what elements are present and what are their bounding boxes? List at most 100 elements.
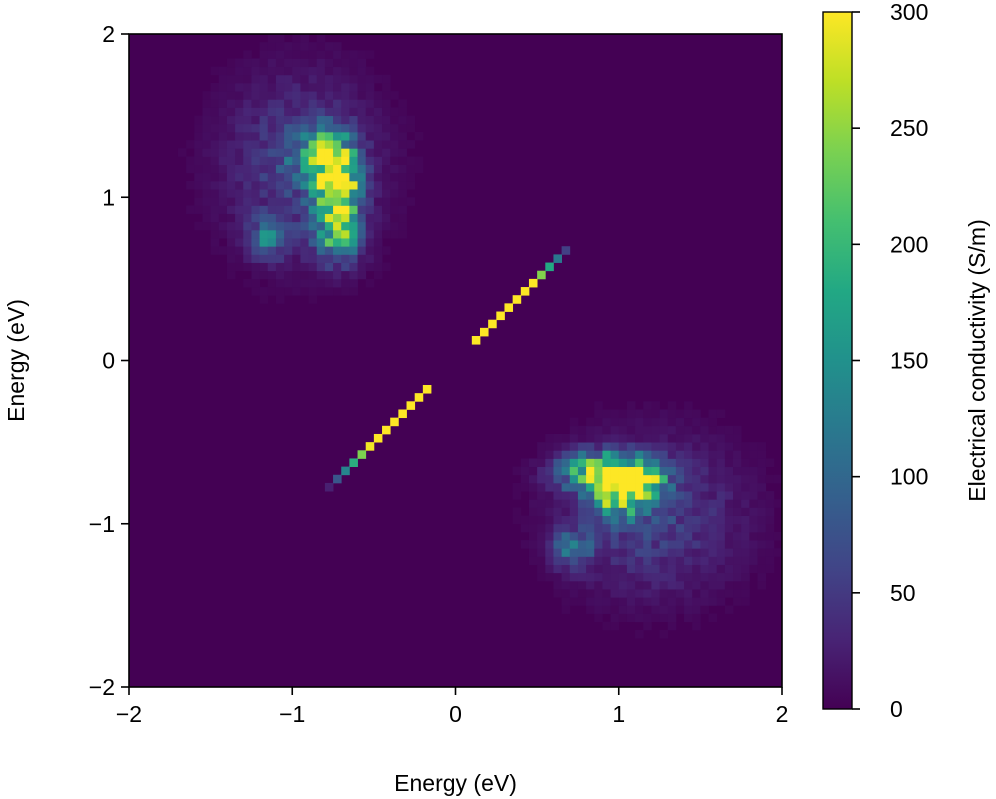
heatmap-cell xyxy=(226,82,236,92)
heatmap-cell xyxy=(651,613,660,623)
heatmap-cell xyxy=(643,458,652,468)
heatmap-cell xyxy=(643,442,652,451)
heatmap-cell xyxy=(659,515,669,525)
heatmap-cell xyxy=(202,107,212,117)
heatmap-cell xyxy=(349,197,358,206)
heatmap-cell xyxy=(226,270,236,280)
heatmap-cell xyxy=(398,205,407,214)
heatmap-cell xyxy=(741,507,750,516)
heatmap-cell xyxy=(357,91,367,100)
heatmap-cell xyxy=(235,91,244,100)
heatmap-cell xyxy=(382,140,391,149)
heatmap-cell xyxy=(561,491,571,500)
heatmap-cell xyxy=(724,482,734,492)
heatmap-cell xyxy=(324,164,334,174)
heatmap-cell xyxy=(757,540,767,549)
heatmap-cell xyxy=(692,409,701,419)
heatmap-cell xyxy=(316,58,326,68)
heatmap-cell xyxy=(537,564,546,574)
heatmap-cell xyxy=(618,564,628,574)
heatmap-cell xyxy=(602,458,611,468)
heatmap-cell xyxy=(659,548,669,557)
heatmap-cell xyxy=(749,458,758,468)
heatmap-cell xyxy=(659,474,669,484)
heatmap-cell xyxy=(553,564,563,574)
heatmap-cell xyxy=(618,482,628,492)
heatmap-cell xyxy=(218,172,228,182)
heatmap-cell xyxy=(341,140,350,149)
heatmap-cell xyxy=(667,531,677,541)
heatmap-cell xyxy=(292,213,301,223)
heatmap-cell xyxy=(218,107,228,117)
heatmap-cell xyxy=(218,229,228,239)
heatmap-cell xyxy=(243,123,252,133)
heatmap-cell xyxy=(373,180,383,190)
heatmap-cell xyxy=(700,425,709,435)
heatmap-cell xyxy=(202,197,212,206)
heatmap-cell xyxy=(610,466,620,476)
heatmap-cell xyxy=(741,482,750,492)
heatmap-cell xyxy=(210,229,220,239)
heatmap-cell xyxy=(390,189,399,198)
heatmap-cell xyxy=(577,523,587,533)
heatmap-cell xyxy=(373,246,383,255)
heatmap-cell xyxy=(602,597,611,606)
heatmap-cell xyxy=(659,572,669,582)
heatmap-cell xyxy=(692,515,701,525)
heatmap-cell xyxy=(259,262,269,272)
heatmap-cell xyxy=(284,148,293,157)
heatmap-cell xyxy=(700,523,709,533)
heatmap-cell xyxy=(235,82,244,92)
heatmap-cell xyxy=(610,491,620,500)
heatmap-cell xyxy=(659,409,669,419)
heatmap-cell xyxy=(373,148,383,157)
heatmap-cell xyxy=(349,91,358,100)
heatmap-cell xyxy=(235,254,244,263)
heatmap-cell xyxy=(618,531,628,541)
heatmap-cell xyxy=(226,246,236,255)
heatmap-cell xyxy=(373,172,383,182)
heatmap-cell xyxy=(267,172,277,182)
heatmap-cell xyxy=(243,140,252,149)
heatmap-cell xyxy=(700,572,709,582)
heatmap-cell xyxy=(561,556,571,565)
heatmap-cell xyxy=(210,148,220,157)
heatmap-cell xyxy=(667,548,677,557)
heatmap-cell xyxy=(700,507,709,516)
heatmap-cell xyxy=(724,507,734,516)
heatmap-cell xyxy=(373,238,383,247)
heatmap-cell xyxy=(210,221,220,231)
heatmap-cell xyxy=(692,564,701,574)
heatmap-cell xyxy=(528,458,538,468)
heatmap-cell xyxy=(716,531,726,541)
heatmap-cell xyxy=(235,213,244,223)
heatmap-cell xyxy=(341,180,350,190)
heatmap-cell xyxy=(684,458,693,468)
heatmap-cell xyxy=(365,197,375,206)
heatmap-cell xyxy=(373,115,383,125)
heatmap-cell xyxy=(757,556,767,565)
heatmap-cell xyxy=(226,58,236,68)
heatmap-cell xyxy=(300,66,309,76)
heatmap-cell xyxy=(692,589,701,598)
heatmap-cell xyxy=(577,507,587,516)
heatmap-cell xyxy=(610,515,620,525)
heatmap-cell xyxy=(684,580,693,590)
heatmap-cell xyxy=(716,474,726,484)
heatmap-cell xyxy=(308,131,318,141)
heatmap-cell xyxy=(235,66,244,76)
heatmap-cell xyxy=(618,540,628,549)
heatmap-cell xyxy=(210,189,220,198)
heatmap-cell xyxy=(553,450,563,459)
heatmap-cell xyxy=(773,531,783,541)
heatmap-cell xyxy=(308,123,318,133)
heatmap-cell xyxy=(512,295,522,304)
heatmap-cell xyxy=(537,523,546,533)
heatmap-cell xyxy=(618,491,628,500)
heatmap-cell xyxy=(414,156,424,165)
heatmap-cell xyxy=(398,123,407,133)
heatmap-cell xyxy=(218,180,228,190)
heatmap-cell xyxy=(626,491,636,500)
heatmap-cell xyxy=(398,213,407,223)
heatmap-cell xyxy=(202,156,212,165)
